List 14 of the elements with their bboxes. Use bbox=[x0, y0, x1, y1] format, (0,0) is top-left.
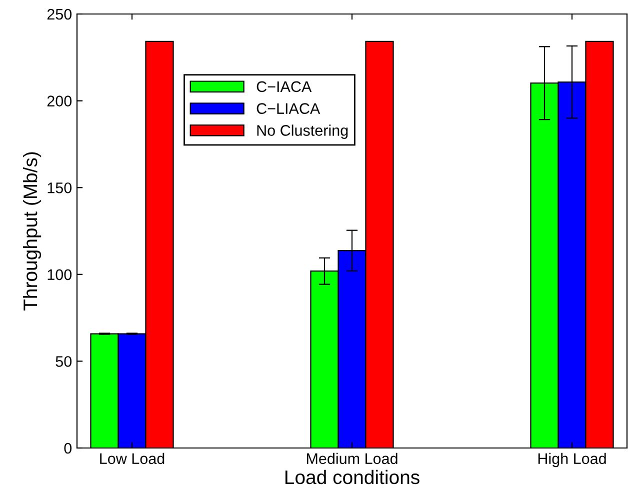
x-axis-title: Load conditions bbox=[285, 470, 420, 484]
y-tick-label: 50 bbox=[56, 356, 72, 367]
y-tick-label: 0 bbox=[64, 442, 72, 454]
legend-label: C−IACA bbox=[256, 81, 312, 92]
x-tick-label: Low Load bbox=[100, 452, 164, 464]
y-tick-label: 100 bbox=[48, 269, 72, 280]
x-tick-label: Medium Load bbox=[306, 452, 398, 464]
x-tick-label: High Load bbox=[538, 452, 606, 468]
legend-label: No Clustering bbox=[257, 124, 348, 139]
y-tick-label: 200 bbox=[47, 96, 72, 106]
y-tick-label: 150 bbox=[48, 182, 72, 194]
y-axis-title: Throughput (Mb/s) bbox=[22, 152, 42, 311]
y-tick-label: 250 bbox=[47, 8, 72, 20]
legend-label: C−LIACA bbox=[256, 103, 320, 114]
